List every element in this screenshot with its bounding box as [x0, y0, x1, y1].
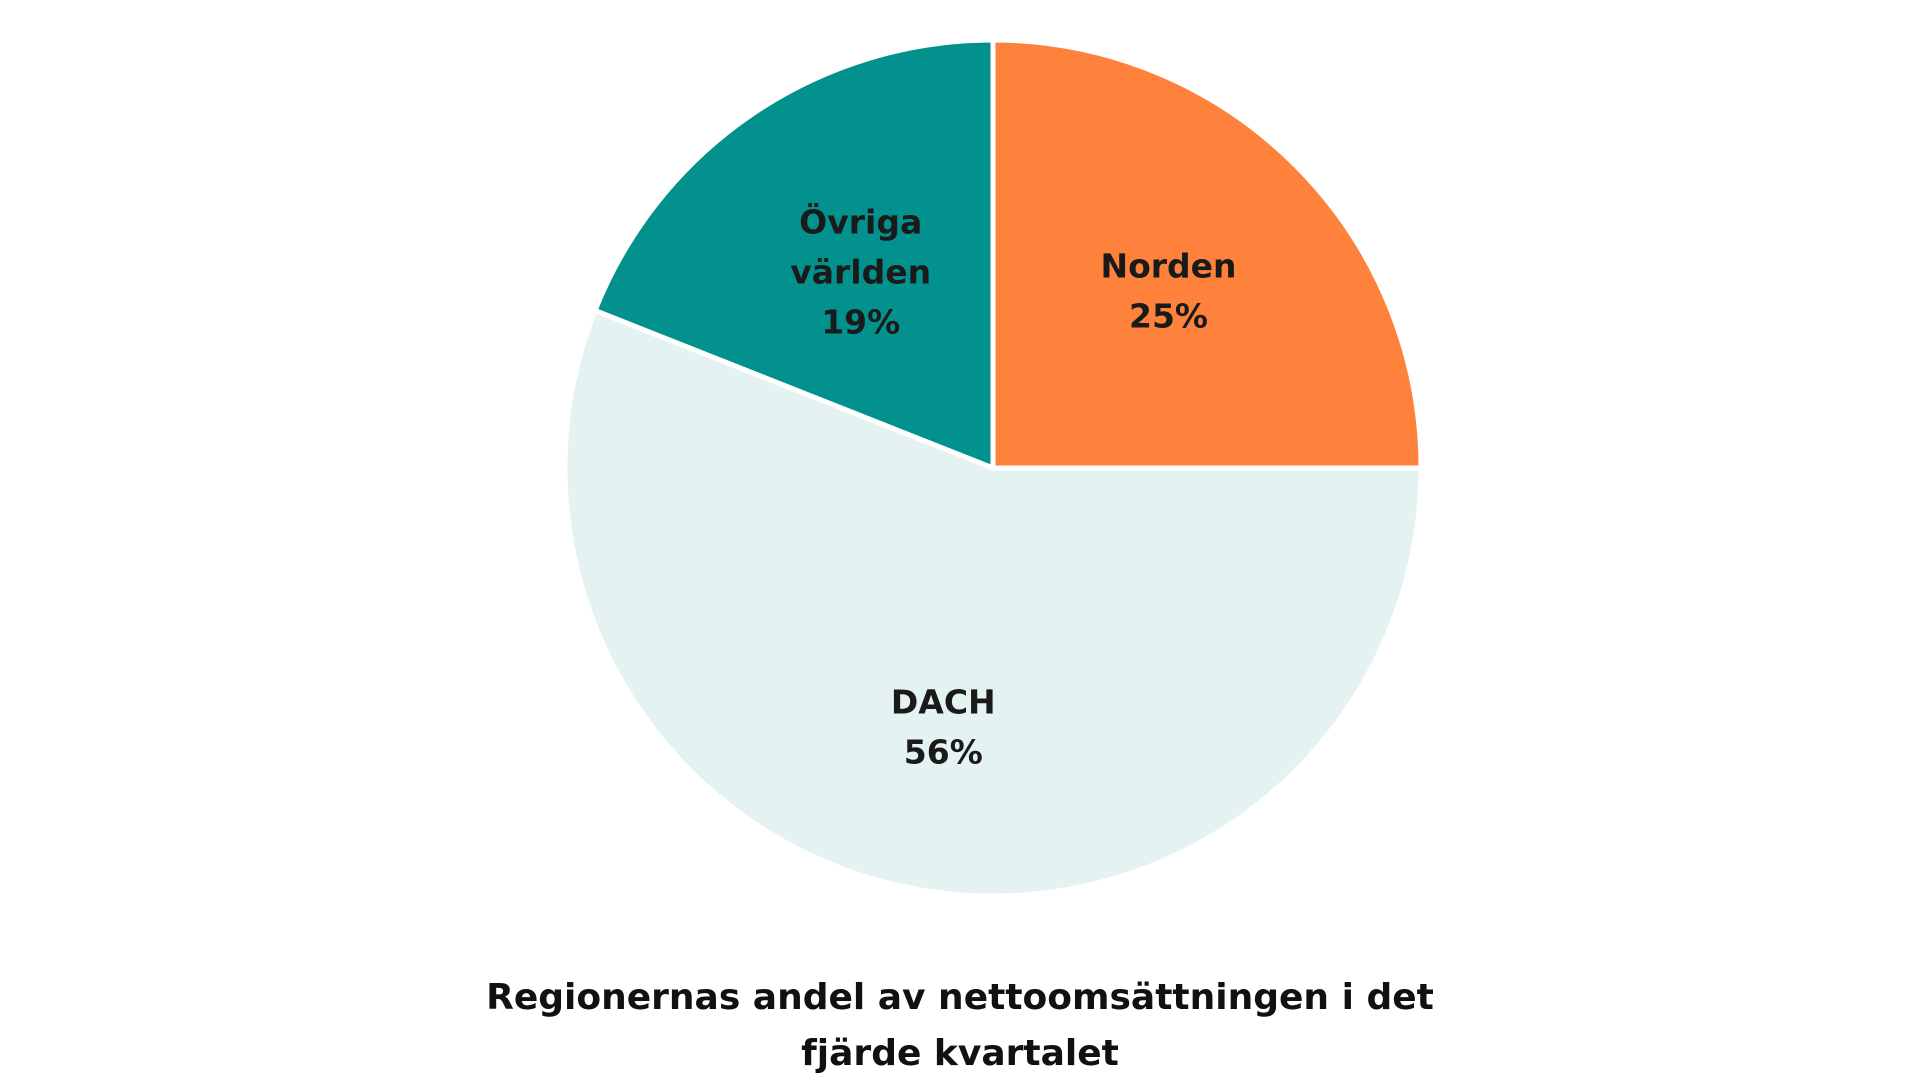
pie-labels: Norden 25% DACH 56% Övriga världen 19%	[790, 201, 1236, 771]
pie-slices	[562, 37, 1424, 899]
data-label-name: Övriga	[799, 201, 922, 241]
chart-title: Regionernas andel av nettoomsättningen i…	[460, 970, 1460, 1082]
data-label-value: 19%	[821, 302, 900, 341]
pie-slice-dach	[562, 307, 1424, 899]
pie-slice-ovriga-varlden	[591, 37, 996, 472]
chart-title-line-1: Regionernas andel av nettoomsättningen i…	[486, 977, 1434, 1018]
data-label-value: 25%	[1129, 296, 1208, 335]
chart-title-line-2: fjärde kvartalet	[801, 1033, 1119, 1074]
data-label-value: 56%	[904, 732, 983, 771]
data-label-ovriga-varlden: Övriga världen 19%	[790, 201, 931, 341]
data-label-name: världen	[790, 252, 931, 291]
pie-slice-norden	[990, 37, 1424, 471]
data-label-dach: DACH 56%	[891, 682, 996, 771]
data-label-norden: Norden 25%	[1100, 246, 1236, 335]
data-label-name: Norden	[1100, 246, 1236, 285]
data-label-name: DACH	[891, 682, 996, 721]
